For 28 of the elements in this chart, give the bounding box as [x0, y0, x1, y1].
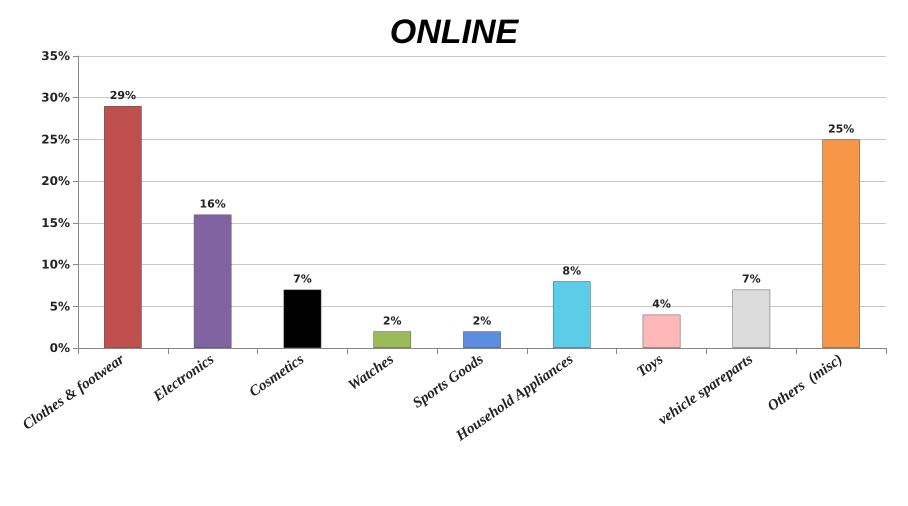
data-label: 29%	[110, 89, 136, 102]
bar	[822, 139, 860, 348]
y-tick-label: 5%	[50, 299, 70, 314]
y-tick-label: 0%	[50, 341, 70, 355]
chart-title: ONLINE	[390, 13, 520, 51]
data-label: 8%	[562, 264, 582, 278]
y-tick-label: 25%	[41, 132, 70, 146]
bar	[194, 214, 232, 348]
bar	[642, 314, 680, 348]
data-label: 4%	[652, 298, 671, 311]
bar	[463, 331, 501, 348]
y-tick-label: 10%	[41, 258, 70, 272]
data-label: 2%	[382, 314, 402, 328]
data-label: 2%	[472, 314, 492, 328]
data-label: 16%	[199, 198, 226, 211]
data-label: 25%	[828, 122, 854, 136]
bar	[373, 331, 412, 348]
bar	[732, 290, 770, 348]
y-tick-label: 35%	[41, 49, 70, 63]
bar	[552, 281, 591, 348]
y-tick-label: 15%	[41, 216, 70, 230]
y-tick-label: 20%	[41, 174, 70, 188]
bar	[284, 290, 322, 348]
data-label: 7%	[742, 272, 761, 286]
y-tick-label: 30%	[41, 90, 70, 105]
x-tick-label: Toys	[634, 351, 666, 380]
data-label: 7%	[293, 272, 312, 286]
bar	[104, 106, 142, 348]
